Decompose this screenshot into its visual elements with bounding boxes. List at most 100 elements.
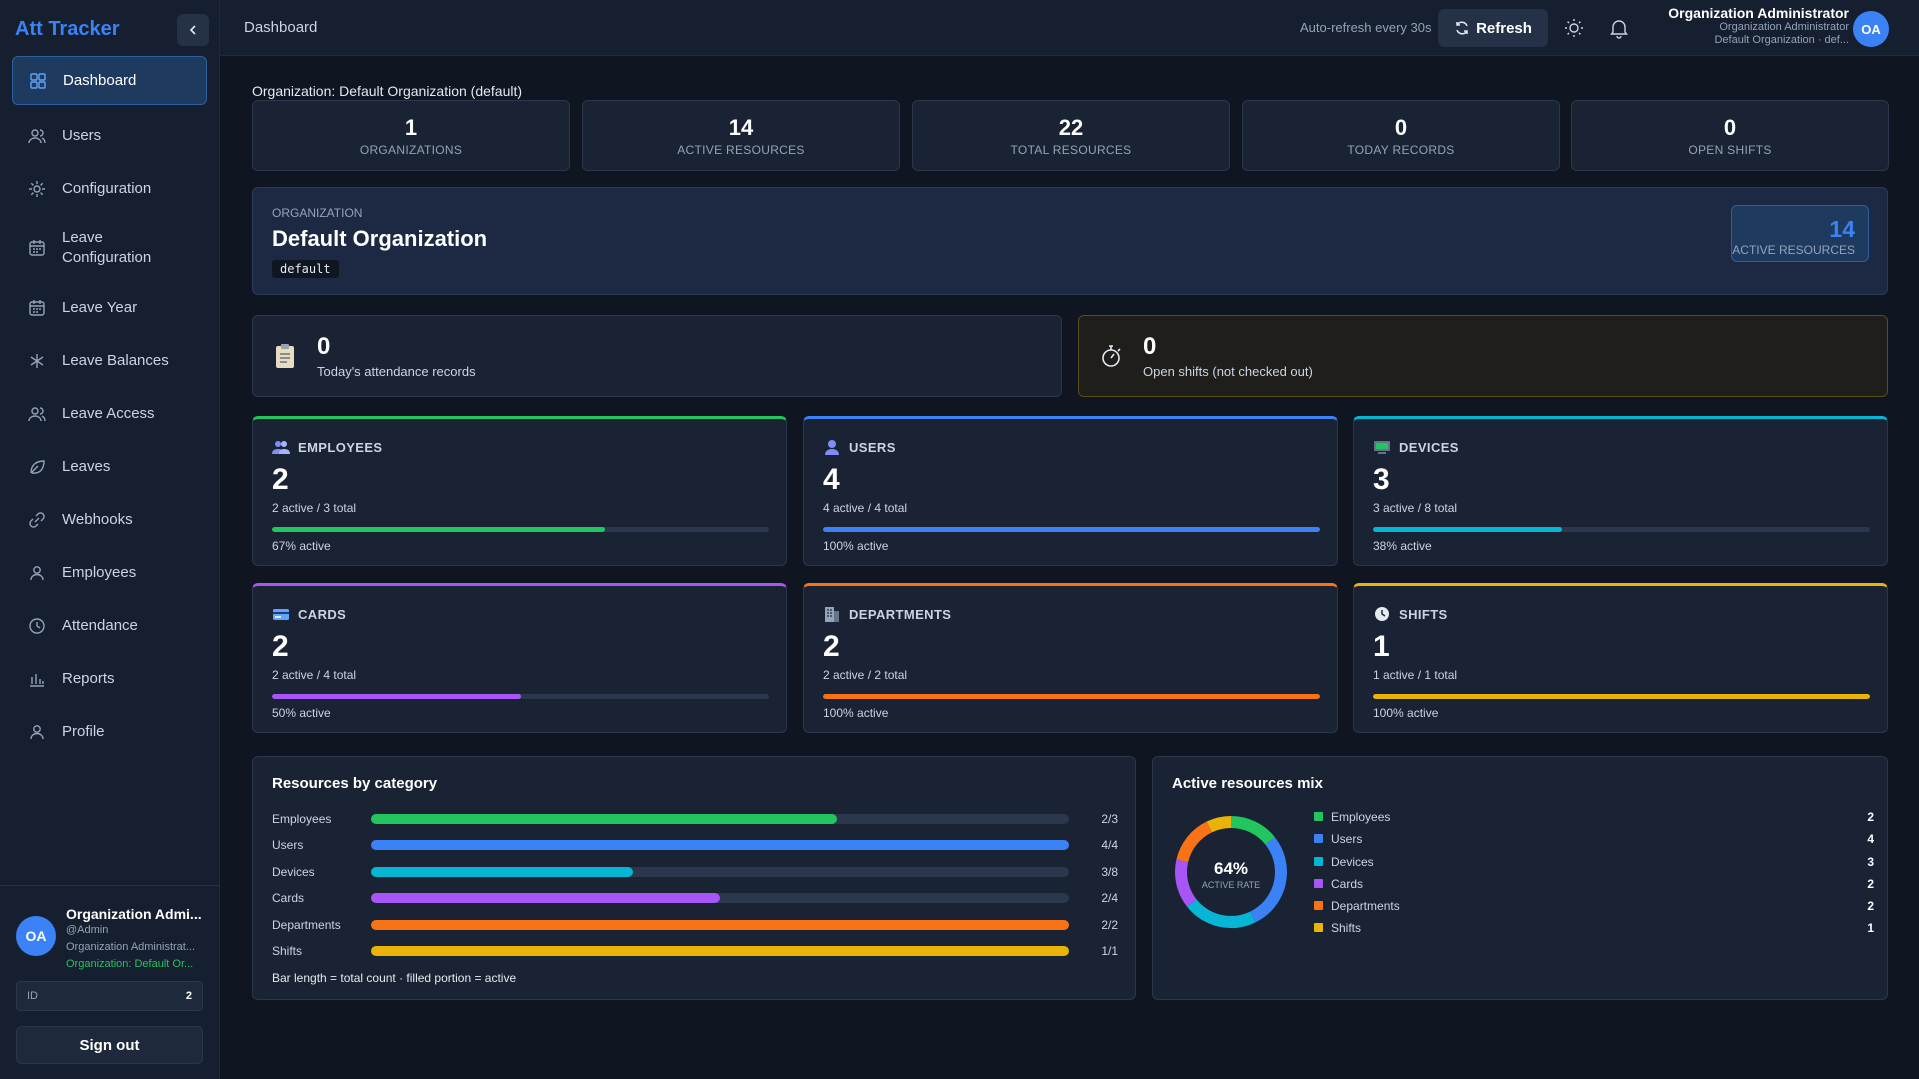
sidebar-item-label: Webhooks xyxy=(62,511,133,528)
category-count: 4/4 xyxy=(1101,838,1118,853)
category-bar-track xyxy=(371,814,1069,824)
bar-chart-icon xyxy=(30,673,44,687)
card-percent: 50% active xyxy=(272,706,331,720)
card-value: 3 xyxy=(1373,463,1390,496)
sidebar-item-leaves[interactable]: Leaves xyxy=(12,440,207,493)
card-progress-track xyxy=(1373,527,1870,532)
open-shifts-card: 0 Open shifts (not checked out) xyxy=(1078,315,1888,397)
sidebar-item-reports[interactable]: Reports xyxy=(12,652,207,705)
today-records-value: 0 xyxy=(317,333,331,360)
asterisk-icon xyxy=(30,353,44,368)
category-label: Devices xyxy=(272,864,315,879)
users-card[interactable]: USERS 4 4 active / 4 total 100% active xyxy=(803,416,1338,566)
active-resources-badge: 14 ACTIVE RESOURCES xyxy=(1731,205,1869,262)
stat-value: 0 xyxy=(1723,115,1737,140)
sidebar-item-employees[interactable]: Employees xyxy=(12,546,207,599)
sign-out-button[interactable]: Sign out xyxy=(16,1026,203,1064)
card-title: DEVICES xyxy=(1373,439,1459,455)
sidebar-item-users[interactable]: Users xyxy=(12,109,207,162)
card-progress-track xyxy=(272,694,769,699)
employees-card[interactable]: EMPLOYEES 2 2 active / 3 total 67% activ… xyxy=(252,416,787,566)
sidebar-item-dashboard[interactable]: Dashboard xyxy=(12,56,207,105)
sidebar-item-label: Leave Year xyxy=(62,299,138,316)
card-percent: 100% active xyxy=(1373,706,1439,720)
legend-item-cards: Cards 2 xyxy=(1314,877,1874,899)
avatar[interactable]: OA xyxy=(1853,11,1889,47)
collapse-sidebar-button[interactable] xyxy=(177,14,209,46)
stat-total-resources: 22 Total Resources xyxy=(912,100,1230,171)
legend-label: Users xyxy=(1331,832,1363,847)
legend-item-employees: Employees 2 xyxy=(1314,810,1874,832)
stat-label: Open Shifts xyxy=(1688,143,1772,157)
devices-card[interactable]: DEVICES 3 3 active / 8 total 38% active xyxy=(1353,416,1888,566)
sidebar-item-label: Configuration xyxy=(62,180,152,197)
donut-slice-departments xyxy=(1176,821,1213,863)
sidebar-item-leave-configuration[interactable]: Leave Configuration xyxy=(12,215,207,281)
donut-slice-users xyxy=(1249,837,1287,923)
sidebar-item-profile[interactable]: Profile xyxy=(12,705,207,758)
building-icon xyxy=(825,607,839,622)
sidebar-item-label: Attendance xyxy=(62,617,138,634)
org-code: default xyxy=(272,260,339,278)
legend-label: Cards xyxy=(1331,876,1364,891)
org-name: Default Organization xyxy=(272,226,488,251)
people-icon xyxy=(272,441,290,454)
refresh-label: Refresh xyxy=(1476,19,1532,37)
card-progress-track xyxy=(823,527,1320,532)
legend-value: 2 xyxy=(1867,876,1874,891)
category-count: 2/4 xyxy=(1101,891,1118,906)
sidebar-item-label: Profile xyxy=(62,723,105,740)
category-bar-track xyxy=(371,893,1069,904)
legend-item-devices: Devices 3 xyxy=(1314,855,1874,877)
category-label: Departments xyxy=(272,917,341,932)
active-resources-mix-panel: Active resources mix 64% ACTIVE RATE Emp… xyxy=(1152,756,1888,1000)
card-subtitle: 4 active / 4 total xyxy=(823,501,908,515)
card-progress-track xyxy=(1373,694,1870,699)
person-icon xyxy=(825,440,839,455)
sidebar-item-label: Leaves xyxy=(62,458,111,475)
cards-card[interactable]: CARDS 2 2 active / 4 total 50% active xyxy=(252,583,787,733)
header-user-info[interactable]: Organization Administrator Organization … xyxy=(1668,5,1849,47)
calendar-icon xyxy=(29,240,45,256)
card-percent: 100% active xyxy=(823,706,889,720)
badge-label: ACTIVE RESOURCES xyxy=(1732,243,1855,257)
category-bar-fill xyxy=(371,840,1069,851)
stat-organizations: 1 Organizations xyxy=(252,100,570,171)
sidebar-nav: Dashboard Users Configuration Leave Conf… xyxy=(12,56,207,758)
breadcrumb: Dashboard xyxy=(244,19,318,36)
sidebar-item-attendance[interactable]: Attendance xyxy=(12,599,207,652)
card-title: USERS xyxy=(823,439,896,455)
chevron-left-icon xyxy=(189,25,196,35)
shifts-card[interactable]: SHIFTS 1 1 active / 1 total 100% active xyxy=(1353,583,1888,733)
sidebar-item-label: Reports xyxy=(62,670,115,687)
legend-swatch xyxy=(1314,923,1323,933)
sidebar-item-leave-year[interactable]: Leave Year xyxy=(12,281,207,334)
sidebar-item-webhooks[interactable]: Webhooks xyxy=(12,493,207,546)
gear-icon xyxy=(29,180,45,197)
category-bar-fill xyxy=(371,946,1069,956)
users-icon xyxy=(28,406,46,421)
refresh-button[interactable]: Refresh xyxy=(1438,9,1548,47)
panel-note: Bar length = total count · filled portio… xyxy=(272,971,517,985)
calendar-icon xyxy=(29,299,45,316)
legend-item-users: Users 4 xyxy=(1314,832,1874,854)
card-title: EMPLOYEES xyxy=(272,439,383,455)
sun-icon[interactable] xyxy=(1563,17,1585,39)
clock-icon xyxy=(1375,607,1389,621)
legend-label: Devices xyxy=(1331,854,1374,869)
card-progress-fill xyxy=(272,527,605,532)
card-title-text: CARDS xyxy=(298,606,347,622)
category-bar-fill xyxy=(371,814,837,824)
departments-card[interactable]: DEPARTMENTS 2 2 active / 2 total 100% ac… xyxy=(803,583,1338,733)
stat-open-shifts: 0 Open Shifts xyxy=(1571,100,1889,171)
bell-icon[interactable] xyxy=(1608,17,1630,39)
legend-value: 4 xyxy=(1867,832,1874,847)
leaf-icon xyxy=(30,459,45,474)
category-bar-fill xyxy=(371,919,1069,930)
sidebar-item-leave-balances[interactable]: Leave Balances xyxy=(12,334,207,387)
sidebar-item-configuration[interactable]: Configuration xyxy=(12,162,207,215)
card-subtitle: 3 active / 8 total xyxy=(1373,501,1458,515)
category-label: Users xyxy=(272,838,304,853)
sidebar-item-leave-access[interactable]: Leave Access xyxy=(12,387,207,440)
stat-today-records: 0 Today Records xyxy=(1242,100,1560,171)
